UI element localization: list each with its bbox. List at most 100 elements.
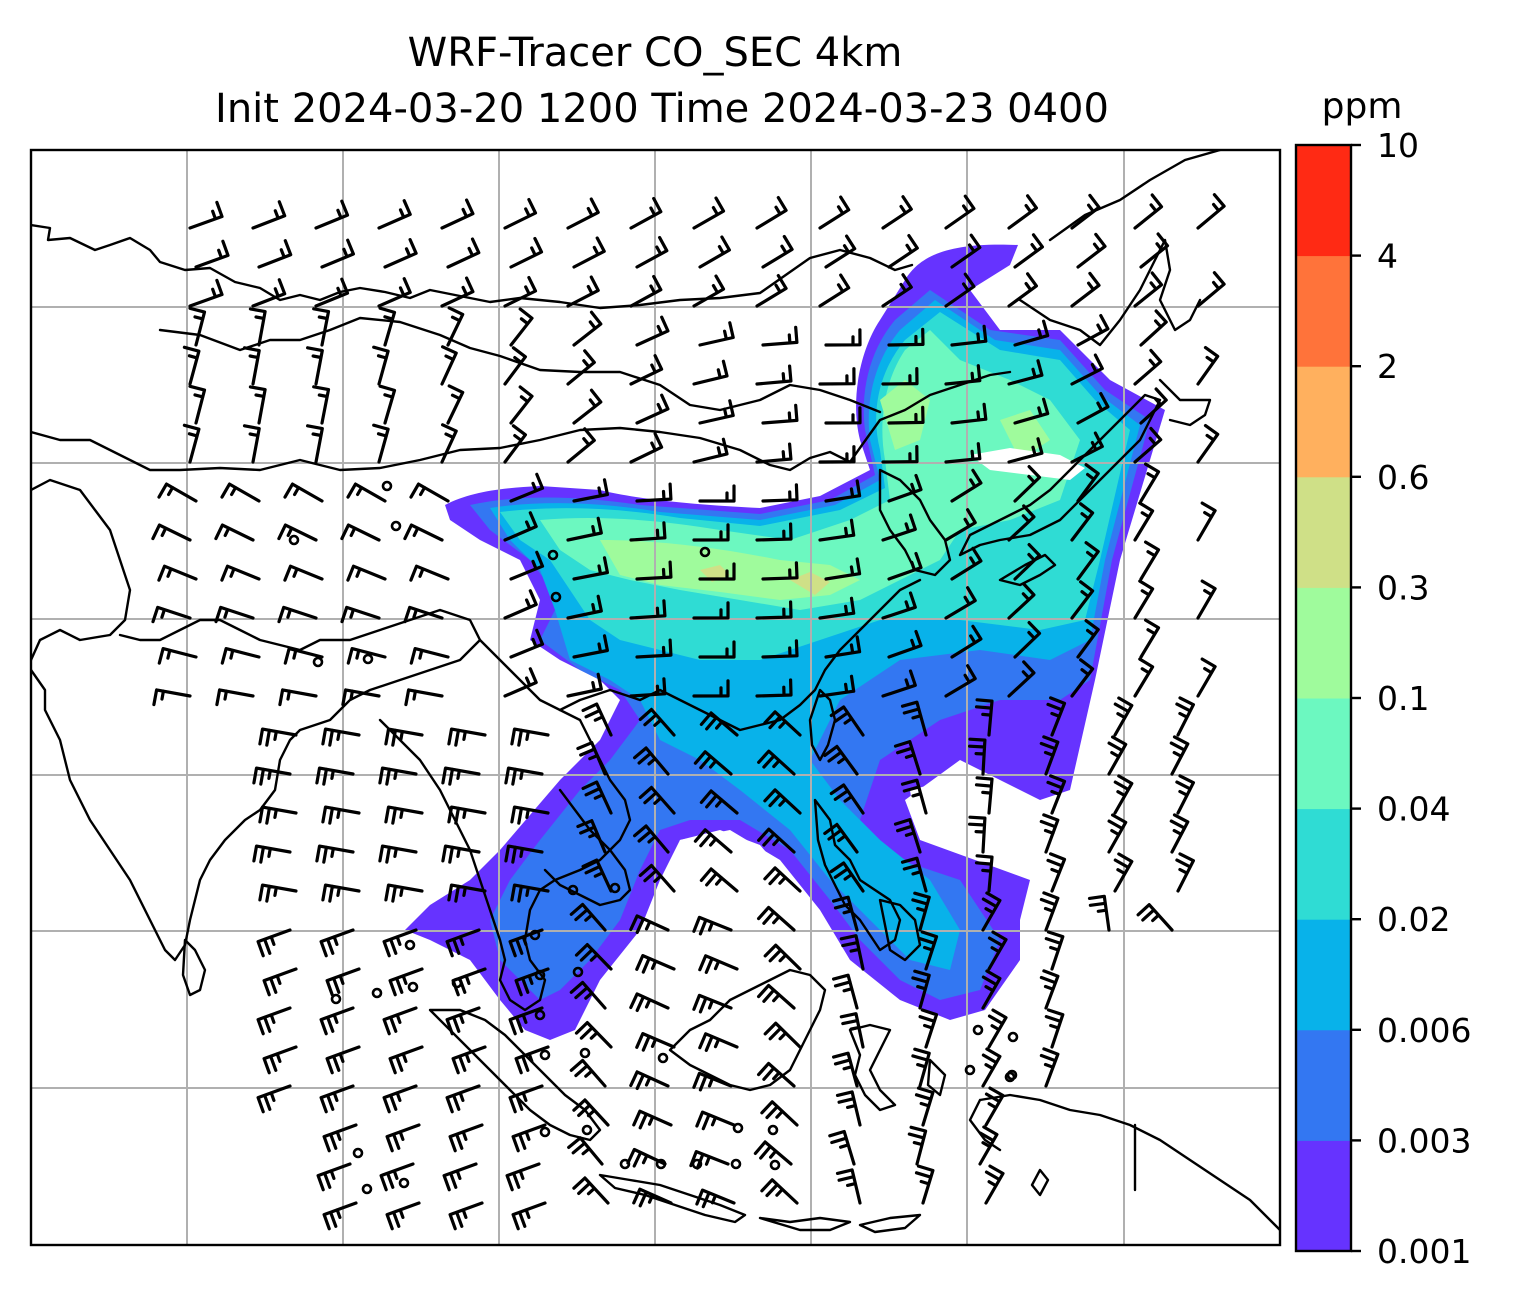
wind-barb	[638, 707, 676, 737]
wind-barb	[346, 647, 387, 665]
wind-barb	[944, 664, 977, 698]
wind-barb	[188, 200, 224, 230]
wind-barb	[699, 789, 739, 815]
wind-barb	[823, 822, 859, 854]
wind-barb	[757, 983, 796, 1010]
wind-barb	[1175, 696, 1195, 737]
wind-barb	[638, 785, 676, 815]
wind-barb	[978, 1125, 999, 1166]
wind-barb	[340, 523, 381, 542]
colorbar: ppm 0.001 0.003 0.006 0.02 0.04 0.1 0.3 0.6 2 4 10	[1294, 86, 1471, 1271]
calm-wind-marker	[581, 1124, 593, 1136]
wind-barb	[509, 307, 534, 347]
wind-barb	[1087, 894, 1111, 932]
wind-barb	[1013, 397, 1050, 425]
wind-barb	[388, 1045, 424, 1075]
coast-russia-east	[1018, 150, 1222, 427]
colorbar-segment	[1296, 1029, 1351, 1141]
wind-barb	[1175, 774, 1195, 815]
colorbar-segment	[1296, 919, 1351, 1031]
wind-barb	[151, 523, 192, 542]
wind-barb	[881, 513, 917, 542]
wind-barb	[251, 278, 287, 308]
wind-barb	[887, 551, 923, 581]
wind-barb	[447, 727, 487, 747]
wind-barb	[757, 749, 796, 776]
wind-barb	[829, 705, 865, 737]
wind-barb	[581, 702, 613, 737]
colorbar-segment	[1296, 587, 1351, 699]
wind-barb	[1076, 541, 1100, 581]
wind-barb	[763, 866, 802, 893]
wind-barb	[319, 1084, 355, 1114]
wind-barb	[379, 1162, 415, 1192]
wind-barb	[1133, 501, 1155, 542]
coast-java	[598, 1173, 922, 1234]
calm-wind-marker	[539, 1049, 551, 1061]
wind-barbs	[151, 193, 1226, 1231]
wind-barb	[441, 844, 481, 864]
wind-barb	[1139, 232, 1170, 269]
wind-barb	[900, 856, 928, 893]
wind-barb	[1076, 463, 1100, 503]
wind-barb	[950, 402, 988, 425]
wind-barb	[447, 805, 487, 825]
wind-barb	[1107, 813, 1128, 854]
wind-barb	[839, 1012, 865, 1049]
wind-barb	[1113, 774, 1134, 815]
wind-barb	[1139, 462, 1161, 503]
wind-barb	[314, 199, 350, 230]
wind-barb	[1169, 735, 1190, 776]
wind-barb	[1070, 193, 1101, 230]
wind-barb	[633, 824, 670, 854]
wind-barb	[446, 384, 465, 425]
wind-barb	[692, 915, 733, 936]
wind-barb	[382, 1084, 418, 1114]
wind-barb	[382, 928, 418, 958]
wind-barb	[968, 815, 987, 854]
coast-korea	[878, 468, 952, 577]
wind-barb	[576, 741, 607, 776]
wind-barb	[944, 508, 977, 542]
calm-wind-marker	[572, 966, 584, 978]
wind-barb	[1076, 619, 1100, 659]
wind-barb	[314, 277, 350, 308]
wind-barb	[699, 711, 739, 737]
wind-barb	[312, 385, 331, 425]
wind-barb	[1007, 272, 1038, 308]
wind-barb	[761, 325, 799, 347]
wind-barb	[692, 993, 733, 1014]
wind-barb	[823, 744, 859, 776]
wind-barb	[566, 349, 596, 386]
wind-barb	[384, 727, 424, 747]
wind-barb	[818, 674, 856, 698]
wind-barb	[1196, 424, 1220, 464]
colorbar-tick-label: 0.6	[1377, 458, 1429, 497]
wind-barb	[341, 688, 381, 707]
wind-barb	[698, 1032, 739, 1052]
wind-barb	[504, 844, 544, 864]
wind-barb	[698, 399, 735, 425]
wind-barb	[441, 766, 481, 786]
wind-barb	[950, 468, 983, 503]
wind-barb	[698, 954, 739, 974]
calm-wind-marker	[699, 546, 711, 558]
wind-barb	[887, 629, 923, 659]
wind-barb	[319, 1006, 355, 1036]
wind-barb	[900, 700, 928, 737]
wind-barb	[283, 647, 324, 665]
wind-barb	[918, 1008, 939, 1049]
wind-barb	[633, 746, 670, 776]
wind-barb	[1044, 1008, 1065, 1049]
colorbar-segment	[1296, 366, 1351, 478]
wind-barb	[692, 359, 729, 386]
wind-barb	[277, 523, 318, 542]
wind-barb	[1039, 891, 1060, 932]
calm-wind-marker	[972, 1024, 984, 1036]
plume-level-6	[700, 565, 830, 595]
wind-barb	[757, 1061, 796, 1088]
wind-barb	[505, 1162, 541, 1192]
wind-barb	[887, 327, 925, 347]
wind-barb	[262, 967, 298, 997]
wind-barb	[511, 1123, 547, 1153]
